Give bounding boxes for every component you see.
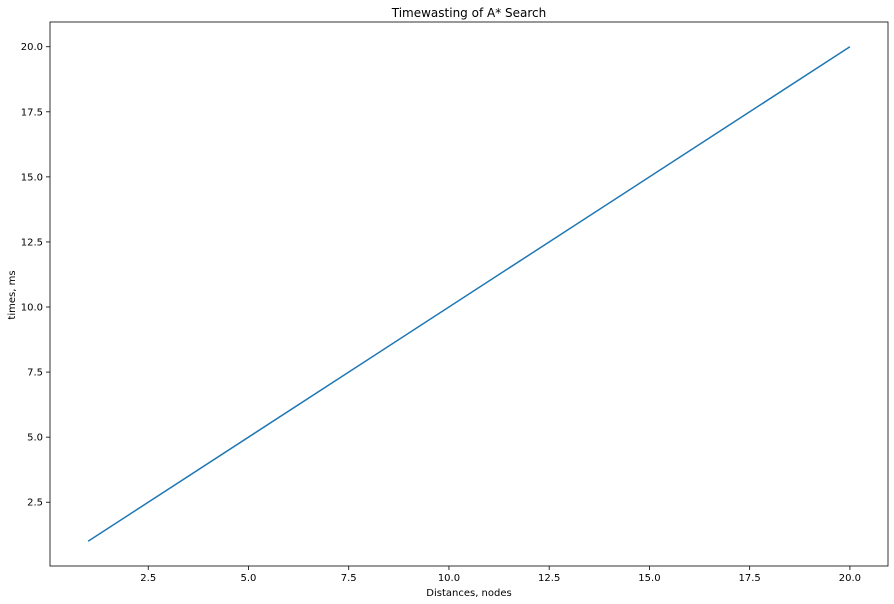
y-tick-label: 2.5 [27,498,43,509]
y-tick-label: 17.5 [21,107,43,118]
x-axis-label: Distances, nodes [426,588,511,599]
series-line-1 [87,46,851,542]
x-tick-label: 5.0 [241,573,257,584]
x-axis-ticks: 2.5 5.0 7.5 10.0 12.5 15.0 17.5 20.0 [140,566,861,584]
y-tick-label: 20.0 [21,42,43,53]
y-axis-label: times, ms [7,270,18,319]
plot-area [49,21,889,567]
y-tick-label: 15.0 [21,172,43,183]
y-tick-label: 7.5 [27,368,43,379]
chart-title: Timewasting of A* Search [391,6,547,20]
x-tick-label: 20.0 [839,573,861,584]
x-tick-label: 10.0 [438,573,460,584]
y-axis-ticks: 2.5 5.0 7.5 10.0 12.5 15.0 17.5 20.0 [21,42,50,509]
x-tick-label: 17.5 [739,573,761,584]
x-tick-label: 7.5 [341,573,357,584]
x-tick-label: 12.5 [538,573,560,584]
x-tick-label: 2.5 [140,573,156,584]
x-tick-label: 15.0 [638,573,660,584]
y-tick-label: 10.0 [21,303,43,314]
series-layer [87,46,851,542]
y-tick-label: 12.5 [21,237,43,248]
axes-frame [49,21,889,567]
y-tick-label: 5.0 [27,433,43,444]
